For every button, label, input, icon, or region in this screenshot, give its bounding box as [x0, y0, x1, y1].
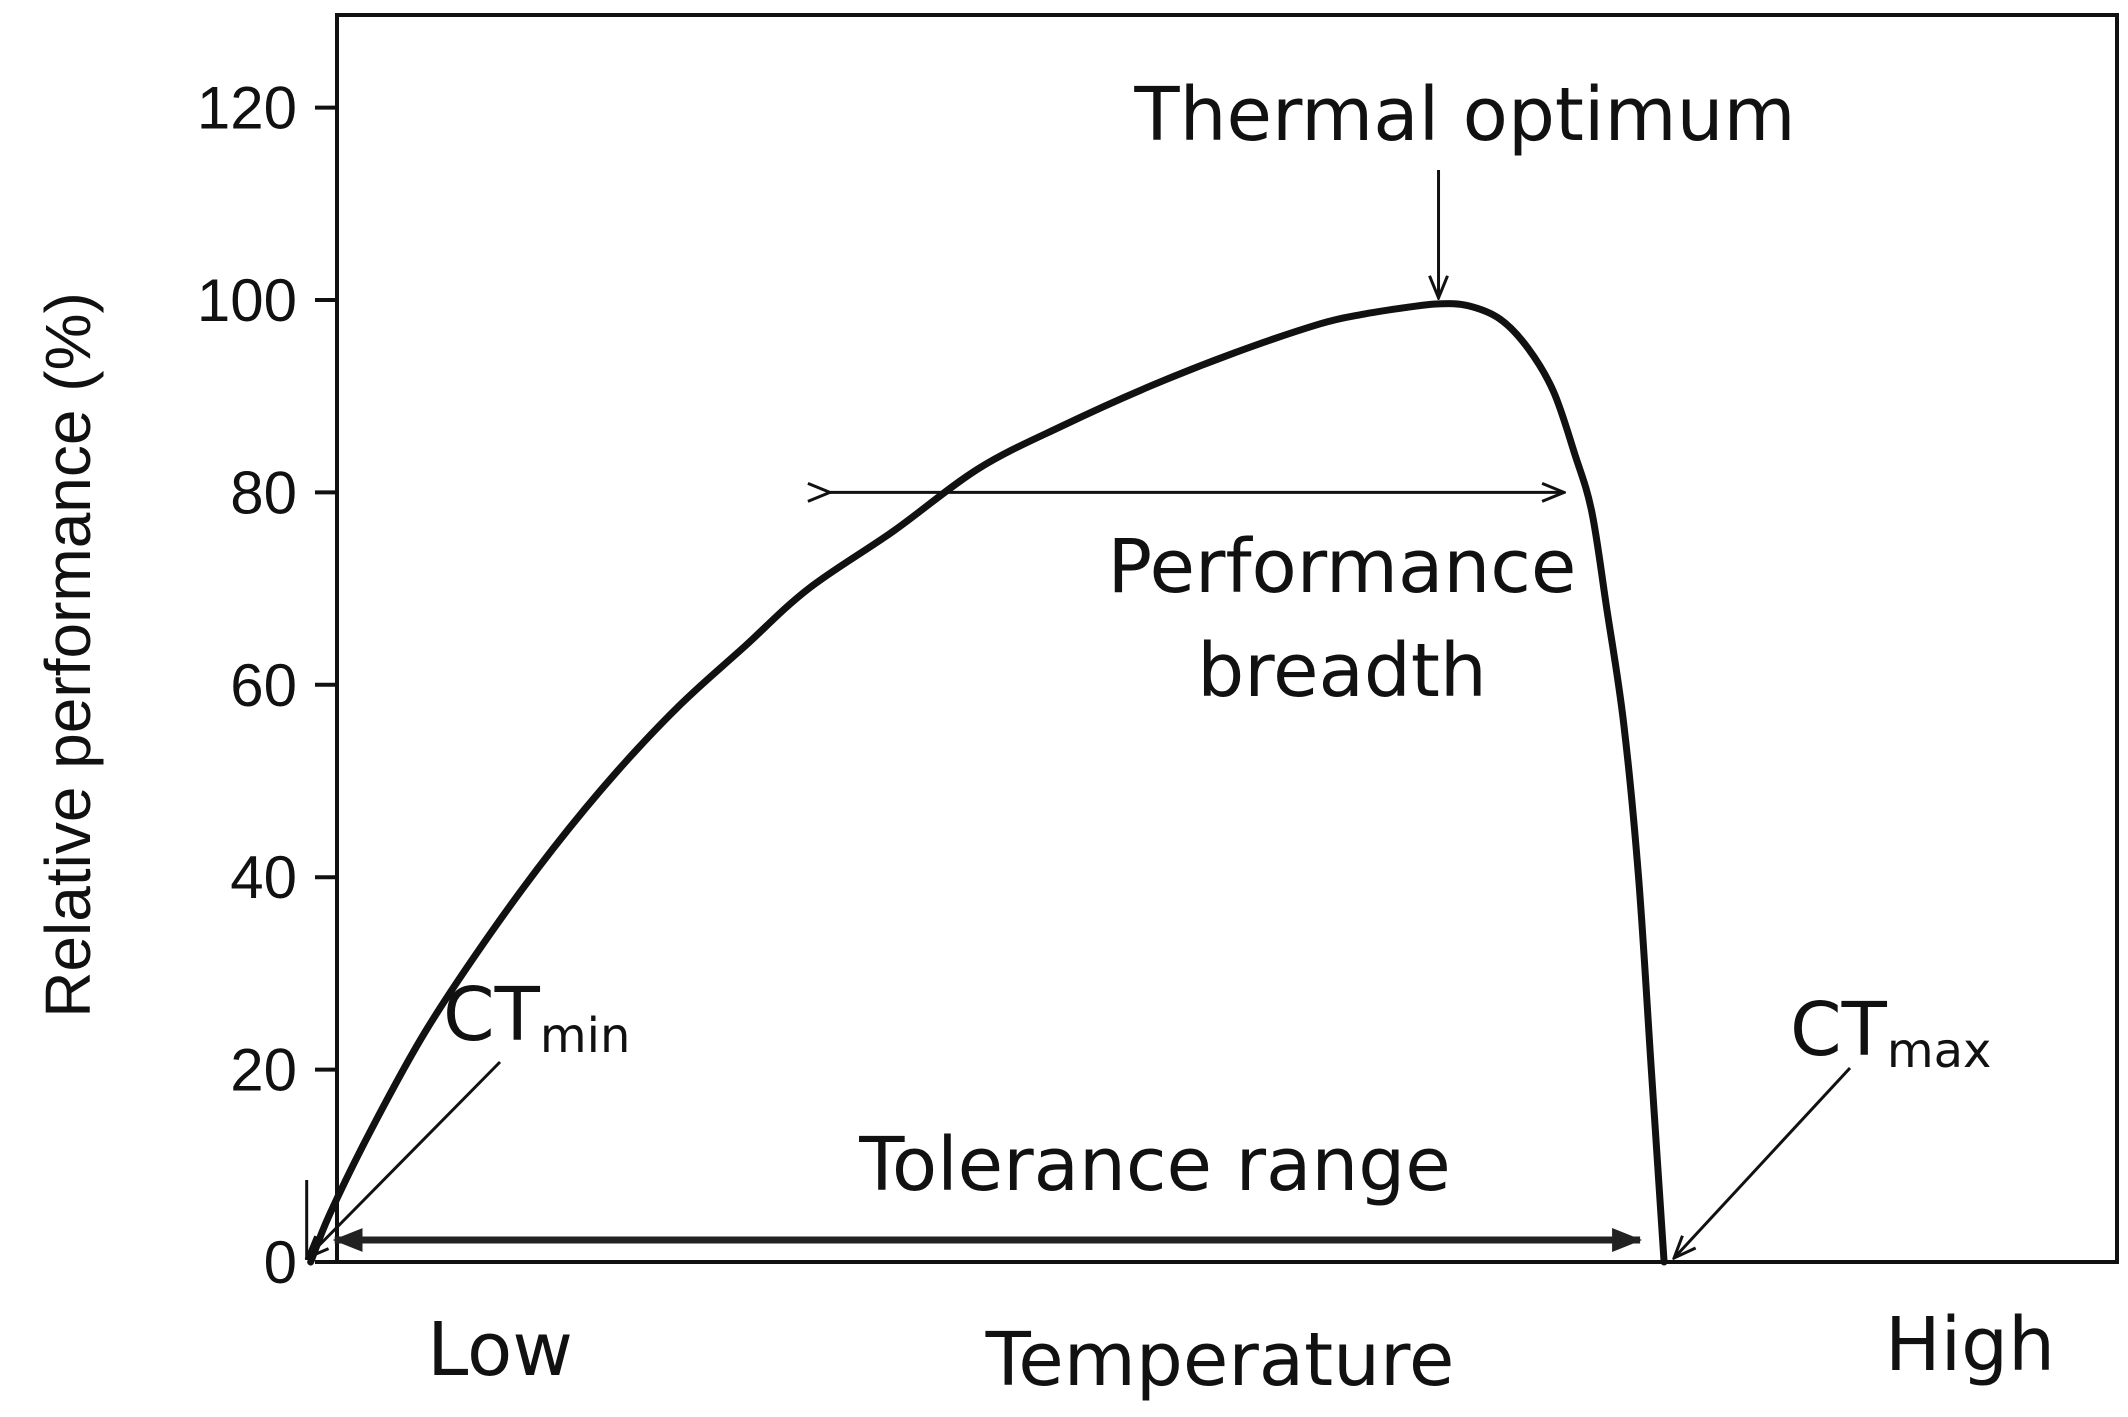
- x-axis-label: Temperature: [985, 1317, 1455, 1403]
- y-axis-label: Relative performance (%): [32, 292, 104, 1018]
- ct-max-arrow: [1674, 1066, 1852, 1258]
- y-tick-label: 20: [230, 1037, 297, 1104]
- tolerance-range-label: Tolerance range: [858, 1122, 1451, 1208]
- ct-max-label: CTmax: [1790, 987, 1991, 1079]
- x-endpoint-high: High: [1885, 1302, 2055, 1388]
- performance-breadth-label-line2: breadth: [1197, 628, 1487, 714]
- y-tick-label: 80: [230, 459, 297, 526]
- y-tick-label: 0: [264, 1229, 297, 1296]
- ct-min-arrow: [307, 1060, 502, 1258]
- performance-curve: [307, 300, 1668, 1266]
- y-tick-label: 100: [197, 267, 297, 334]
- x-endpoint-low: Low: [427, 1307, 573, 1393]
- y-axis-ticks: [315, 105, 337, 1264]
- performance-breadth-label-line1: Performance: [1108, 524, 1577, 610]
- ct-min-label: CTmin: [443, 972, 630, 1064]
- y-axis-tick-labels: 0 20 40 60 80 100 120: [197, 75, 297, 1296]
- plot-frame: [335, 13, 2119, 1264]
- y-tick-label: 60: [230, 652, 297, 719]
- y-tick-label: 120: [197, 75, 297, 142]
- y-tick-label: 40: [230, 844, 297, 911]
- thermal-optimum-label: Thermal optimum: [1133, 72, 1795, 158]
